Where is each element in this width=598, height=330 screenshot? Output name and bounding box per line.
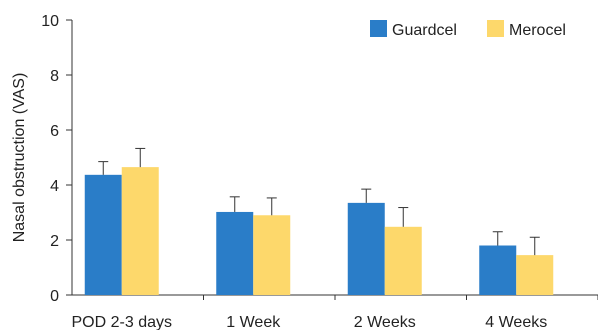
y-ticks: 0 2 4 6 8 10 (41, 13, 72, 305)
bar-merocel-2 (253, 215, 291, 295)
y-tick-label: 6 (50, 123, 59, 140)
x-tick-label: 4 Weeks (485, 314, 547, 330)
bars (84, 147, 554, 295)
bar-guardcel-3 (347, 202, 385, 295)
bar-guardcel-4 (479, 245, 517, 295)
x-ticks: POD 2-3 days 1 Week 2 Weeks 4 Weeks (72, 295, 598, 330)
x-tick-label: 2 Weeks (354, 314, 416, 330)
bar-merocel-4 (516, 255, 554, 295)
y-tick-label: 0 (50, 288, 59, 305)
bar-merocel-1 (121, 167, 159, 295)
legend-swatch-guardcel (370, 20, 387, 37)
y-tick-label: 2 (50, 233, 59, 250)
x-tick-label: POD 2-3 days (72, 314, 172, 330)
legend: Guardcel Merocel (370, 20, 566, 39)
bar-guardcel-1 (84, 174, 122, 295)
y-axis-title: Nasal obstruction (VAS) (11, 73, 28, 243)
bar-merocel-3 (384, 226, 422, 295)
bar-guardcel-2 (216, 211, 254, 295)
y-tick-label: 8 (50, 68, 59, 85)
y-tick-label: 10 (41, 13, 59, 30)
y-tick-label: 4 (50, 178, 59, 195)
x-tick-label: 1 Week (226, 314, 281, 330)
legend-label-guardcel: Guardcel (392, 22, 457, 39)
legend-label-merocel: Merocel (509, 22, 566, 39)
legend-swatch-merocel (487, 20, 504, 37)
